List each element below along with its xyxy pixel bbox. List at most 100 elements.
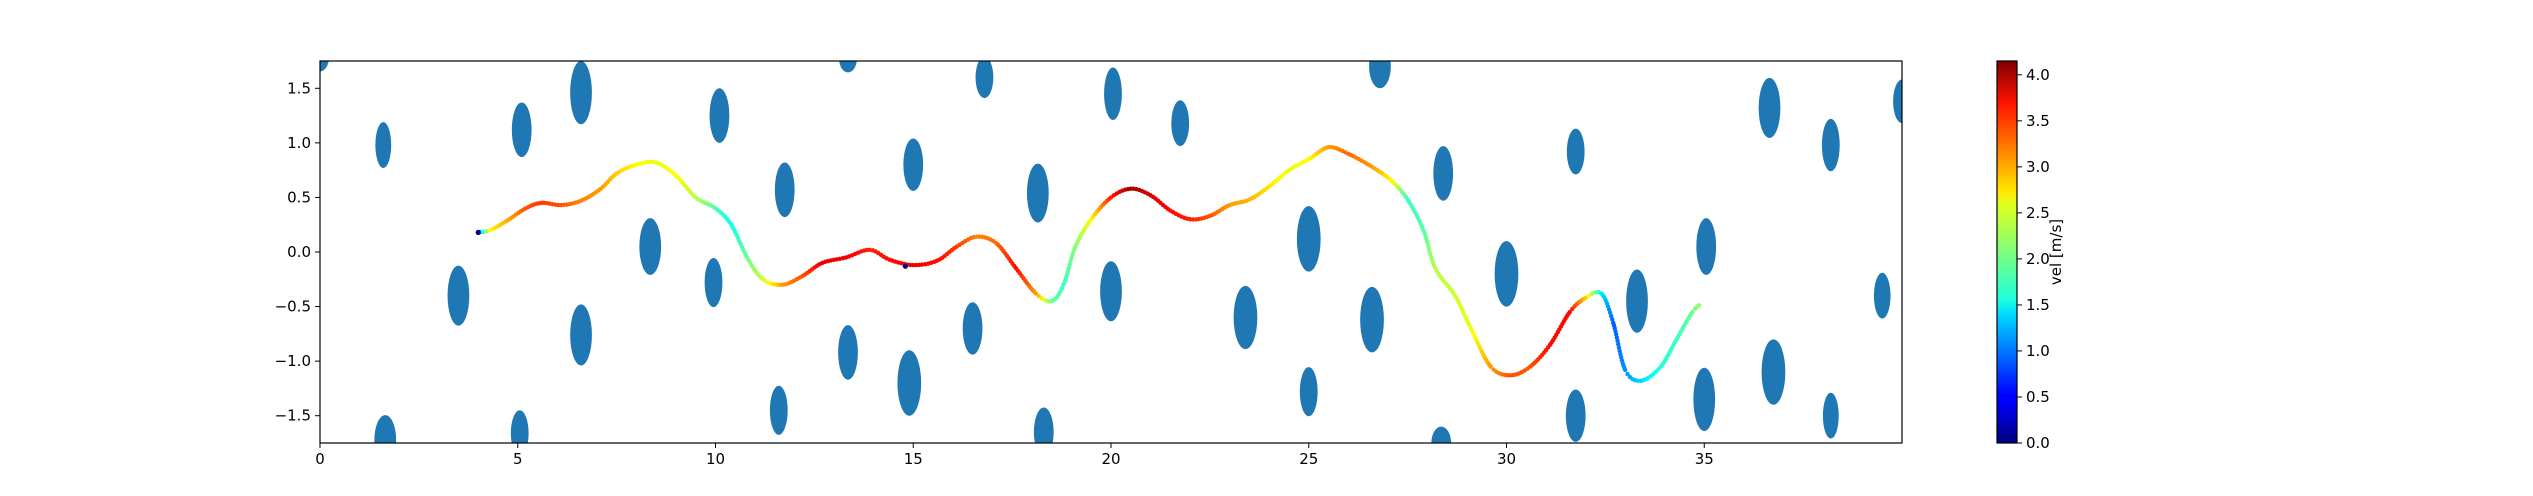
obstacle-ellipse [838, 325, 858, 380]
trajectory-point [480, 229, 486, 235]
trajectory-point [1696, 303, 1702, 308]
trajectory-point [1616, 342, 1621, 347]
y-axis-ticks: −1.5 −1.0 −0.5 0.0 0.5 1.0 1.5 [275, 79, 320, 425]
y-tick-label: −1.5 [275, 407, 311, 425]
y-tick-label: −1.0 [275, 352, 311, 370]
obstacle-ellipse [1233, 285, 1258, 350]
colorbar-label: vel [m/s] [2047, 219, 2065, 285]
x-tick-label: 15 [904, 450, 923, 468]
obstacle-ellipse [1626, 269, 1648, 333]
obstacle-ellipse [839, 61, 857, 73]
obstacle-ellipse [769, 385, 788, 435]
obstacle-ellipse [1369, 61, 1391, 89]
colorbar: 0.0 0.5 1.0 1.5 2.0 2.5 3.0 3.5 4.0 vel [m/s] [1996, 60, 2065, 452]
obstacle-ellipse [1033, 407, 1054, 443]
obstacle-ellipse [1893, 79, 1902, 124]
trajectory-point [1615, 338, 1620, 344]
obstacle-ellipse [1100, 261, 1122, 322]
obstacle-ellipse [639, 218, 662, 275]
colorbar-tick-label: 3.5 [2026, 112, 2050, 130]
obstacle-ellipse [1360, 286, 1384, 353]
obstacle-ellipse [1693, 367, 1716, 431]
obstacle-ellipse [1494, 241, 1519, 307]
obstacle-ellipse [1758, 77, 1781, 138]
x-tick-label: 25 [1299, 450, 1318, 468]
trajectory-point [1059, 286, 1065, 291]
obstacles-layer [320, 61, 1902, 443]
trajectory-point [1622, 367, 1628, 373]
colorbar-tick-label: 1.5 [2026, 296, 2050, 314]
position-marker [902, 263, 908, 269]
obstacle-ellipse [511, 102, 532, 158]
obstacle-ellipse [1761, 339, 1786, 405]
colorbar-tick-label: 3.0 [2026, 158, 2050, 176]
trajectory-point [1690, 309, 1695, 315]
colorbar-tick-label: 2.5 [2026, 204, 2050, 222]
trajectory-point [1488, 364, 1493, 369]
obstacle-ellipse [1171, 100, 1190, 147]
x-tick-label: 30 [1497, 450, 1516, 468]
trajectory-point [1607, 310, 1613, 315]
obstacle-ellipse [1566, 128, 1585, 175]
obstacle-ellipse [570, 61, 592, 125]
position-marker [475, 229, 481, 235]
obstacle-ellipse [1696, 218, 1717, 275]
colorbar-tick-label: 0.5 [2026, 388, 2050, 406]
main-axes: 0 5 10 15 20 25 30 35 −1.5 −1.0 −0.5 0.0 0.5 1.0 1.5 [275, 60, 1903, 468]
trajectory-point [1614, 335, 1620, 340]
x-axis-ticks: 0 5 10 15 20 25 30 35 [315, 443, 1714, 468]
obstacle-ellipse [1431, 426, 1452, 443]
trajectory-point [1608, 313, 1614, 319]
trajectory-point [1033, 291, 1039, 296]
obstacle-ellipse [1822, 392, 1839, 439]
x-tick-label: 5 [513, 450, 523, 468]
y-tick-label: 0.0 [287, 243, 311, 261]
x-tick-label: 10 [706, 450, 725, 468]
obstacle-ellipse [962, 302, 983, 355]
trajectory-point [1586, 293, 1592, 298]
y-tick-label: 0.5 [287, 188, 311, 206]
obstacle-ellipse [1026, 163, 1049, 223]
obstacle-ellipse [903, 138, 924, 191]
obstacle-ellipse [1296, 206, 1321, 272]
colorbar-tick-label: 2.0 [2026, 250, 2050, 268]
colorbar-tick-label: 0.0 [2026, 434, 2050, 452]
y-tick-label: 1.0 [287, 134, 311, 152]
obstacle-ellipse [510, 410, 529, 443]
y-tick-label: −0.5 [275, 298, 311, 316]
x-tick-label: 0 [315, 450, 325, 468]
obstacle-ellipse [975, 61, 994, 99]
trajectory-point [1625, 371, 1630, 377]
colorbar-gradient [1996, 60, 2018, 444]
obstacle-ellipse [897, 350, 922, 416]
obstacle-ellipse [1299, 367, 1318, 417]
x-tick-label: 35 [1695, 450, 1714, 468]
trajectory-point [1567, 309, 1572, 315]
obstacle-ellipse [1821, 118, 1840, 172]
obstacle-ellipse [709, 88, 730, 143]
obstacle-ellipse [570, 304, 592, 366]
obstacle-ellipse [375, 122, 392, 168]
trajectory-layer [476, 144, 1702, 384]
x-tick-label: 20 [1101, 450, 1120, 468]
colorbar-ticks: 0.0 0.5 1.0 1.5 2.0 2.5 3.0 3.5 4.0 [2017, 66, 2050, 452]
obstacle-ellipse [704, 258, 723, 308]
obstacle-ellipse [1104, 67, 1122, 120]
obstacle-ellipse [374, 415, 397, 443]
trajectory-point [1058, 289, 1063, 294]
trajectory-point [1610, 317, 1615, 322]
y-tick-label: 1.5 [287, 79, 311, 97]
obstacle-ellipse [1873, 272, 1891, 319]
colorbar-tick-label: 1.0 [2026, 342, 2050, 360]
obstacle-ellipse [320, 61, 329, 72]
obstacle-ellipse [1433, 146, 1454, 201]
trajectory-point [1616, 345, 1622, 350]
trajectory-point [1583, 295, 1588, 301]
obstacle-ellipse [447, 265, 470, 326]
obstacle-ellipse [774, 162, 795, 218]
markers-layer [475, 229, 908, 269]
trajectory-point [484, 229, 489, 234]
obstacle-ellipse [1565, 389, 1586, 442]
colorbar-tick-label: 4.0 [2026, 66, 2050, 84]
